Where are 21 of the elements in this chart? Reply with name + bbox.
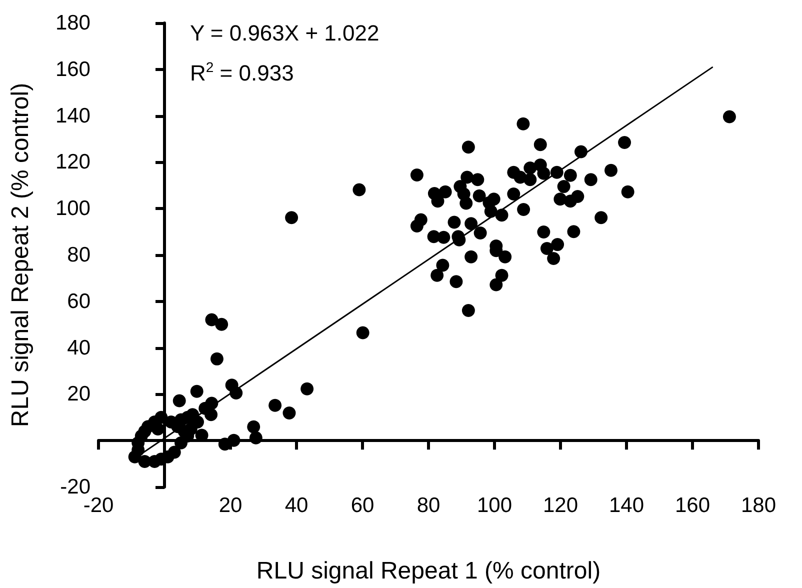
x-tick-label: 40: [284, 494, 308, 517]
y-tick-label: 180: [55, 12, 90, 34]
y-axis-title: RLU signal Repeat 2 (% control): [7, 82, 34, 428]
x-tick-label: 160: [674, 494, 710, 517]
x-tick-label: 20: [218, 494, 242, 517]
x-tick-label: 180: [740, 494, 776, 517]
y-tick-label: 40: [67, 336, 90, 360]
y-tick-label: 60: [67, 290, 90, 313]
y-tick-label: 160: [55, 58, 90, 81]
x-tick-label: 140: [608, 494, 644, 517]
y-tick-label: 80: [67, 244, 90, 266]
y-tick-label: 20: [67, 382, 90, 406]
x-tick-label: 120: [542, 494, 578, 517]
y-tick-label: 100: [55, 197, 90, 220]
annotation: Y = 0.963X + 1.022: [190, 20, 380, 46]
x-tick-label: 100: [476, 494, 512, 517]
x-tick-label: 80: [416, 494, 440, 517]
x-tick-label: 60: [350, 494, 374, 517]
y-tick-label: 140: [55, 104, 90, 128]
x-axis-title: RLU signal Repeat 1 (% control): [256, 558, 601, 584]
y-tick-label: 120: [55, 150, 90, 174]
